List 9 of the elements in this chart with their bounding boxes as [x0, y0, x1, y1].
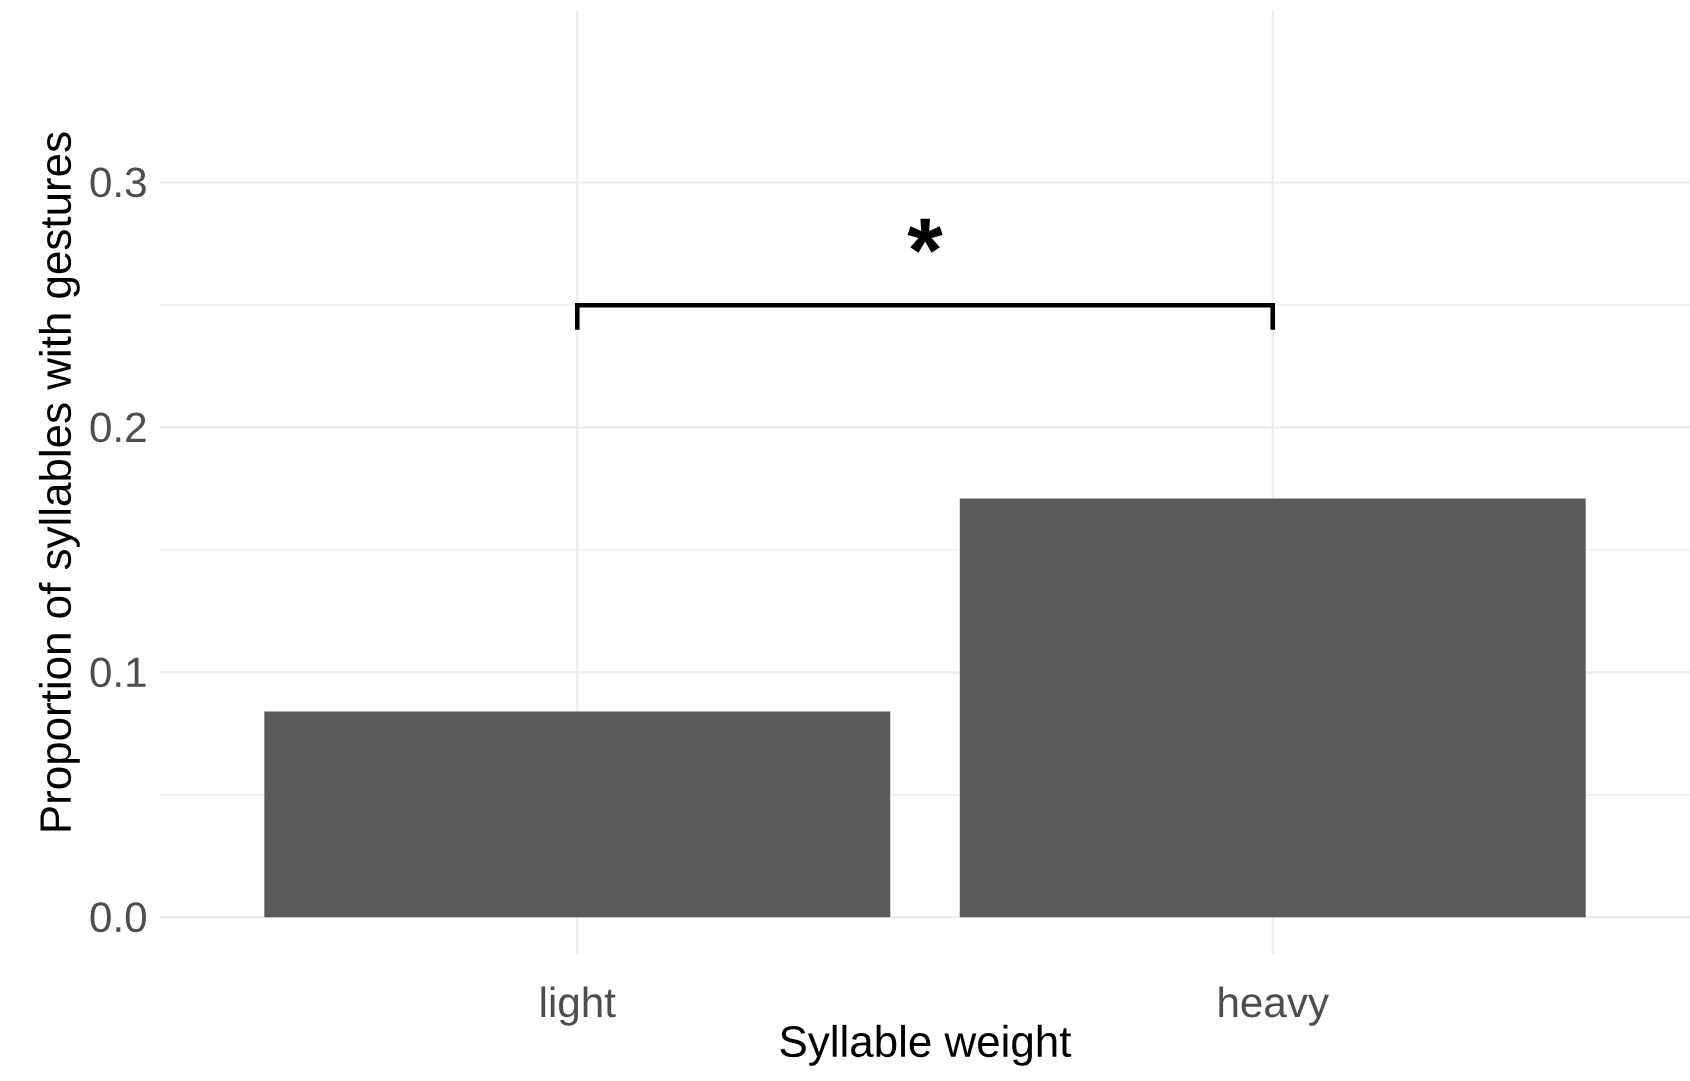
y-tick-label: 0.2 [90, 412, 146, 443]
y-tick-label: 0.0 [90, 902, 146, 933]
y-tick-label: 0.1 [90, 657, 146, 688]
annotation: * [907, 218, 943, 253]
x-tick-label: light [541, 986, 616, 1026]
x-axis-title: Syllable weight [780, 1024, 1072, 1066]
y-axis-title: Proportion of syllables with gestures [38, 132, 80, 831]
y-tick-label: 0.3 [90, 167, 146, 198]
x-tick-label: heavy [1219, 986, 1329, 1026]
